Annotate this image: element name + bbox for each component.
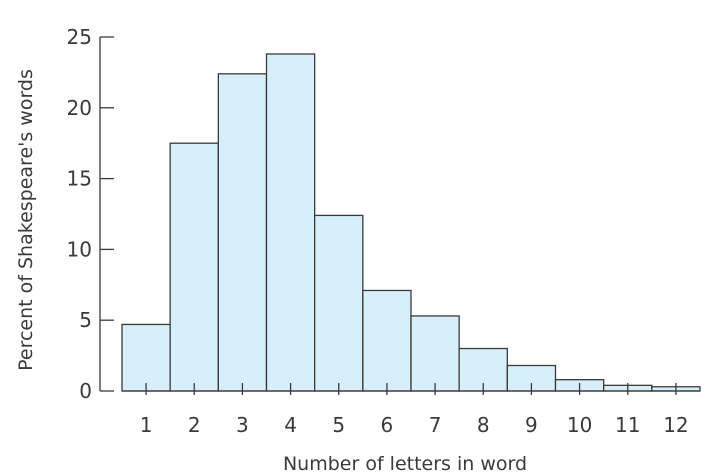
x-tick-label-2: 2 [188, 413, 201, 437]
x-tick-label-8: 8 [477, 413, 490, 437]
bars-group [121, 53, 701, 392]
bar-1 [121, 323, 171, 392]
x-tick-label-4: 4 [284, 413, 297, 437]
x-tick-label-5: 5 [332, 413, 345, 437]
x-tick-label-6: 6 [381, 413, 394, 437]
y-tick-label-10: 10 [67, 237, 92, 261]
x-tick-label-11: 11 [615, 413, 640, 437]
y-axis-ticks: 0 5 10 15 20 25 [67, 25, 114, 403]
x-tick-label-1: 1 [140, 413, 153, 437]
bar-3 [217, 73, 268, 392]
y-tick-label-0: 0 [79, 379, 92, 403]
y-tick-label-15: 15 [67, 167, 92, 191]
bar-7 [410, 315, 460, 392]
bar-2 [169, 142, 219, 392]
y-axis-title: Percent of Shakespeare's words [15, 69, 37, 371]
y-tick-label-5: 5 [79, 308, 92, 332]
x-axis-ticks: 1 2 3 4 5 6 7 8 9 10 11 12 [140, 383, 689, 437]
x-tick-label-12: 12 [663, 413, 688, 437]
x-axis-title: Number of letters in word [283, 453, 527, 475]
x-tick-label-7: 7 [429, 413, 442, 437]
y-tick-label-25: 25 [67, 25, 92, 49]
x-tick-label-3: 3 [236, 413, 249, 437]
bar-6 [362, 289, 412, 392]
x-tick-label-10: 10 [567, 413, 592, 437]
y-tick-label-20: 20 [67, 96, 92, 120]
bar-4 [265, 53, 316, 392]
bar-5 [314, 214, 364, 392]
x-tick-label-9: 9 [525, 413, 538, 437]
